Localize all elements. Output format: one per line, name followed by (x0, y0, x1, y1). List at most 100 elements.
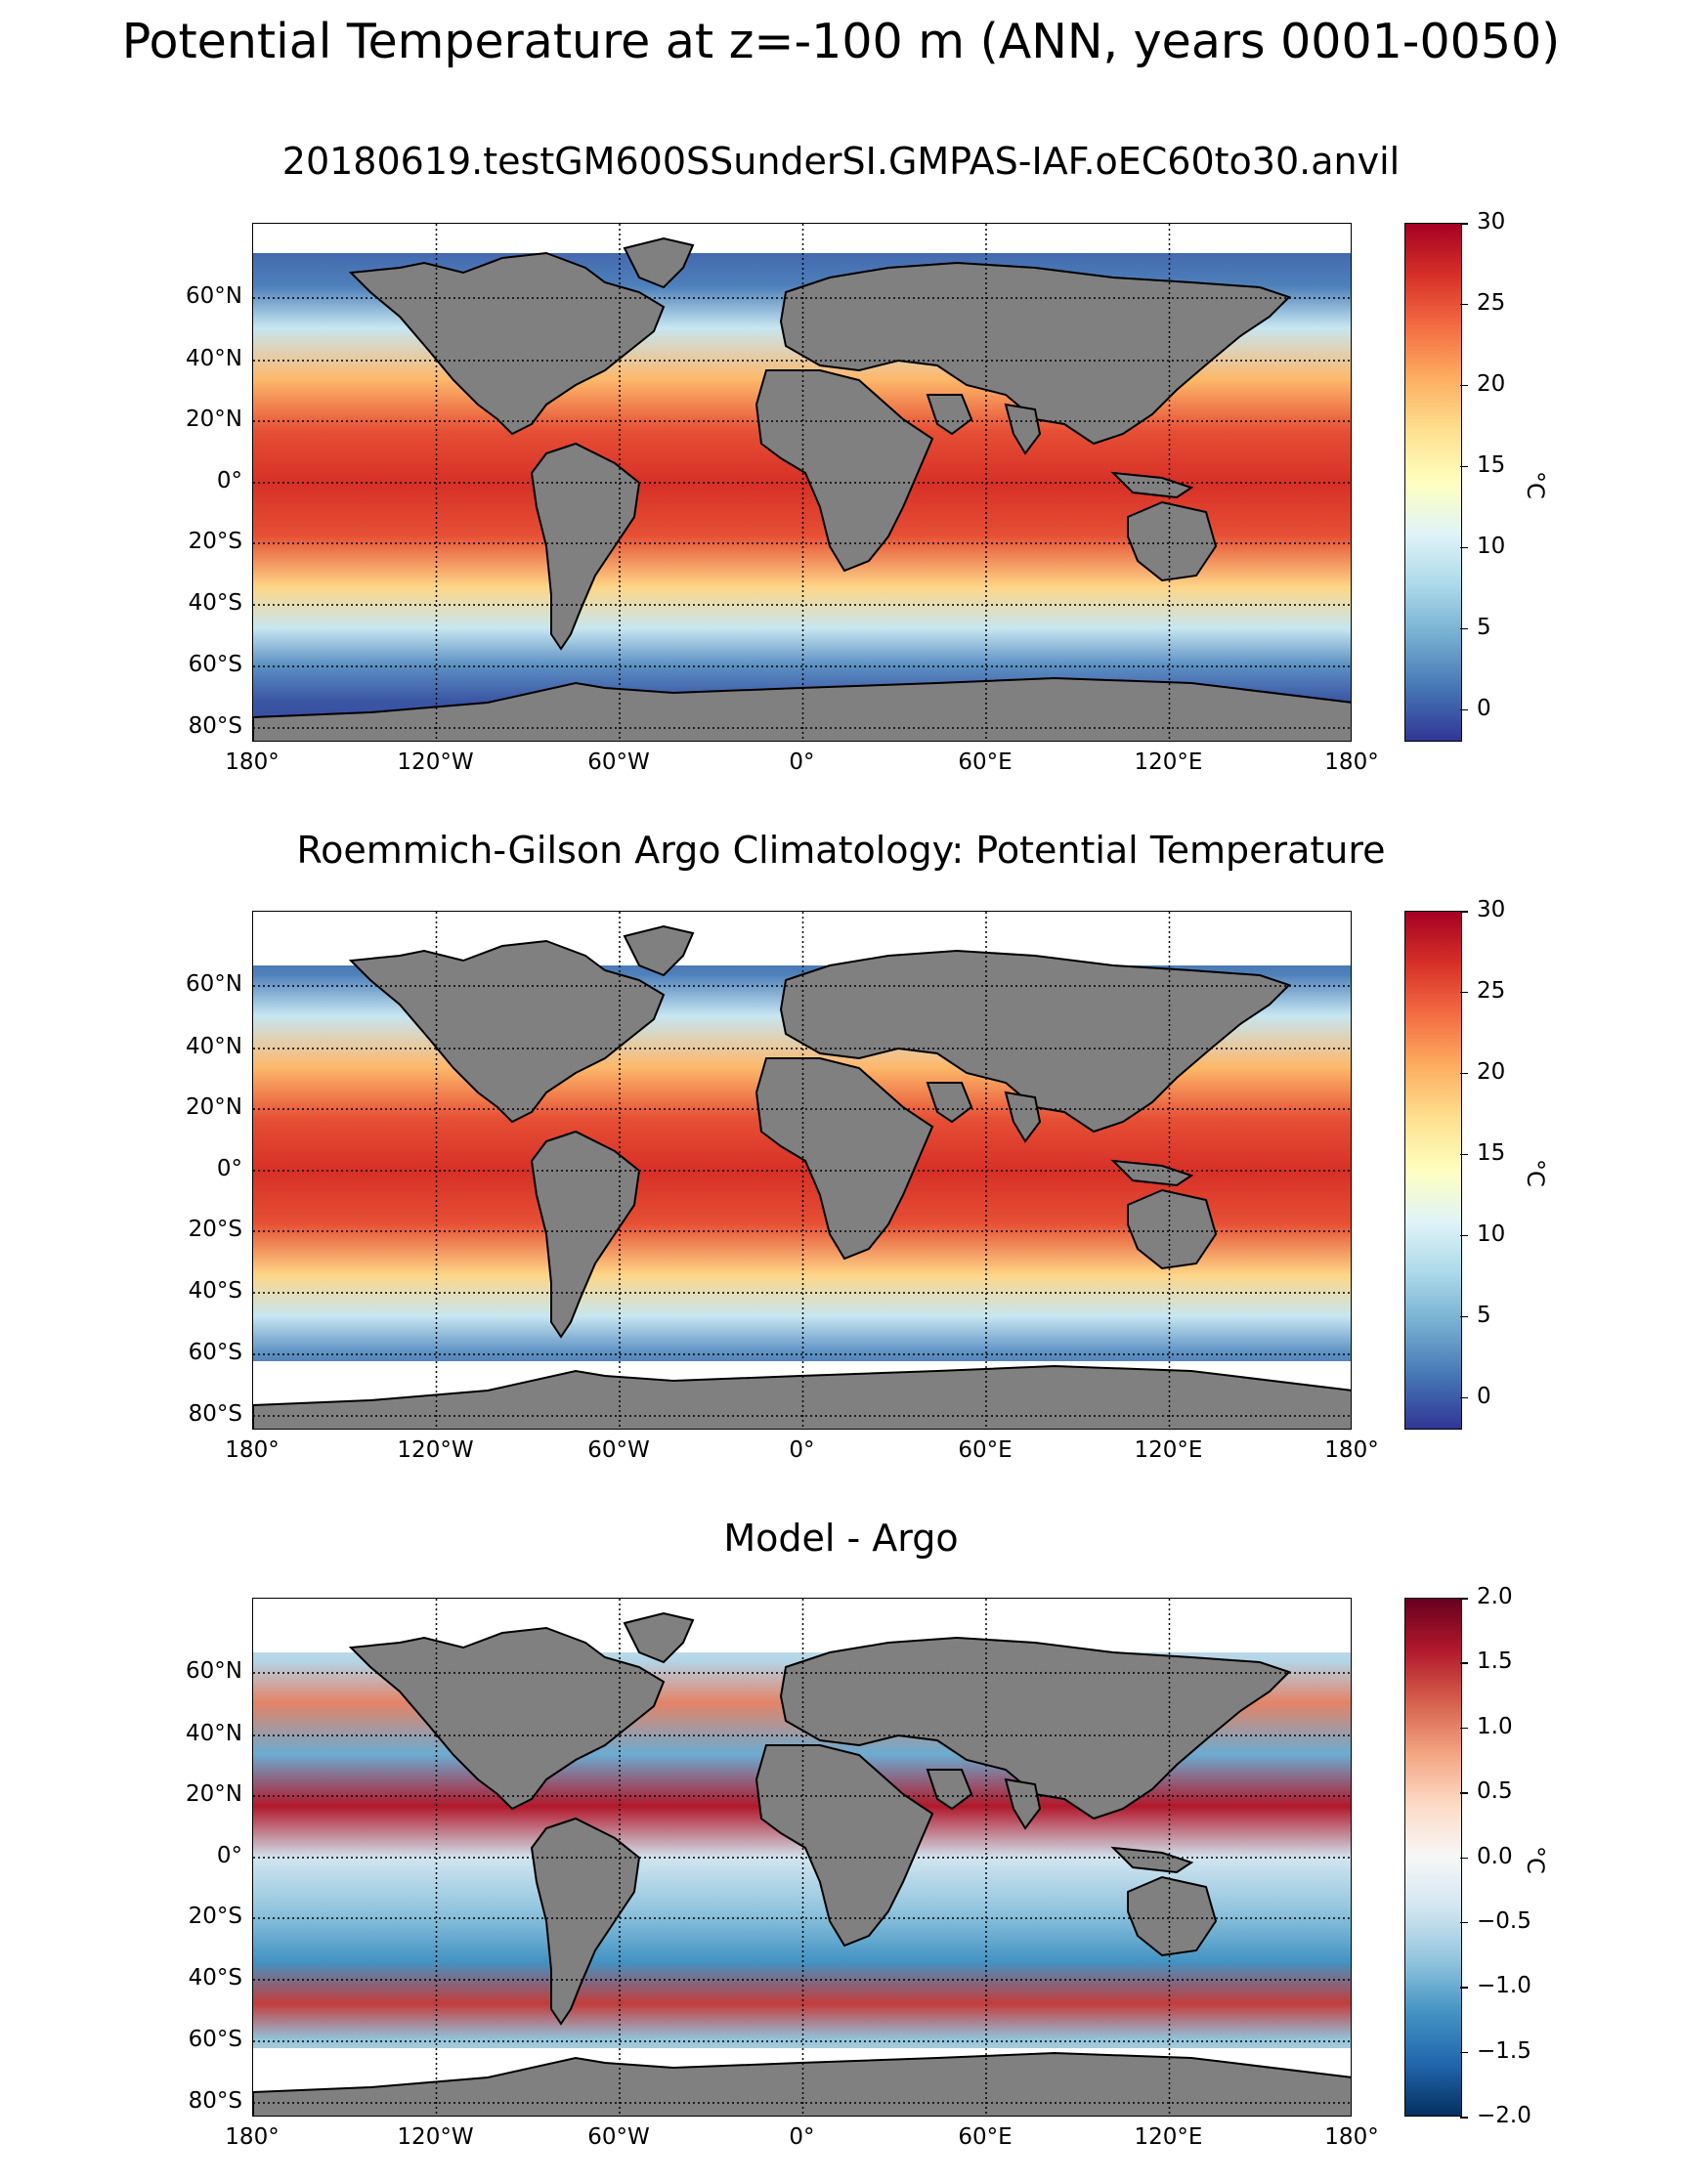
x-tick-label: 0° (789, 749, 815, 775)
y-tick-label: 60°N (186, 971, 242, 997)
colorbar-tick-label: 1.0 (1477, 1713, 1513, 1739)
colorbar-tick-label: 0.0 (1477, 1843, 1513, 1869)
colorbar-tick (1460, 1792, 1468, 1794)
colorbar-tick (1460, 546, 1468, 549)
colorbar (1404, 1598, 1462, 2117)
colorbar (1404, 223, 1462, 742)
colorbar-tick (1460, 1153, 1468, 1156)
colorbar-tick (1460, 1857, 1468, 1859)
panel-title: 20180619.testGM600SSunderSI.GMPAS-IAF.oE… (281, 140, 1401, 183)
colorbar-tick (1460, 708, 1468, 711)
colorbar-tick-label: 20 (1477, 1058, 1506, 1085)
x-tick-label: 120°E (1134, 2124, 1203, 2150)
x-tick-label: 180° (1324, 749, 1379, 775)
x-tick-label: 180° (225, 749, 280, 775)
x-tick-label: 120°W (397, 1437, 474, 1463)
y-tick-label: 80°S (188, 1401, 242, 1427)
colorbar-tick-label: 2.0 (1477, 1584, 1513, 1609)
y-tick-label: 60°S (188, 1340, 242, 1365)
colorbar-tick (1460, 384, 1468, 387)
x-tick-label: 120°E (1134, 749, 1203, 775)
panel-title: Roemmich-Gilson Argo Climatology: Potent… (296, 829, 1386, 872)
map-plot (252, 911, 1352, 1430)
colorbar-tick (1460, 1072, 1468, 1075)
y-tick-label: 20°S (188, 1904, 242, 1929)
colorbar-tick-label: 0 (1477, 695, 1491, 721)
x-tick-label: 60°E (958, 1437, 1013, 1463)
colorbar-tick (1460, 465, 1468, 468)
colorbar-tick-label: 0.5 (1477, 1778, 1513, 1805)
colorbar-tick-label: −2.0 (1477, 2103, 1531, 2128)
y-tick-label: 0° (216, 1843, 242, 1868)
colorbar-unit: °C (1522, 1845, 1549, 1874)
colorbar-unit: °C (1522, 1158, 1549, 1187)
colorbar-tick (1460, 2117, 1468, 2119)
x-tick-label: 180° (225, 2124, 280, 2150)
map-plot (252, 1598, 1352, 2117)
y-tick-label: 40°N (186, 1034, 242, 1059)
y-tick-label: 60°S (188, 652, 242, 677)
colorbar-tick (1460, 1662, 1468, 1664)
colorbar-tick-label: −1.5 (1477, 2037, 1531, 2064)
colorbar-tick (1460, 223, 1468, 225)
x-tick-label: 180° (1324, 1437, 1379, 1463)
colorbar-tick-label: −1.0 (1477, 1973, 1531, 1999)
map-plot (252, 223, 1352, 742)
y-tick-label: 40°S (188, 1278, 242, 1304)
colorbar-tick-label: 30 (1477, 897, 1506, 922)
y-tick-label: 80°S (188, 713, 242, 739)
colorbar (1404, 911, 1462, 1430)
y-tick-label: 40°S (188, 1965, 242, 1991)
colorbar-tick (1460, 627, 1468, 630)
colorbar-tick (1460, 911, 1468, 913)
y-tick-label: 20°N (186, 1094, 242, 1120)
colorbar-tick-label: 10 (1477, 533, 1506, 559)
panel-title: Model - Argo (723, 1517, 959, 1560)
colorbar-tick (1460, 1598, 1468, 1600)
y-tick-label: 80°S (188, 2088, 242, 2114)
x-tick-label: 60°E (958, 2124, 1013, 2150)
y-tick-label: 0° (216, 1156, 242, 1181)
colorbar-tick-label: 15 (1477, 451, 1506, 478)
colorbar-tick (1460, 2051, 1468, 2054)
x-tick-label: 0° (789, 2124, 815, 2150)
colorbar-tick (1460, 1315, 1468, 1318)
x-tick-label: 60°W (587, 749, 650, 775)
colorbar-tick-label: 1.5 (1477, 1649, 1513, 1675)
colorbar-tick-label: 5 (1477, 614, 1491, 640)
x-tick-label: 120°E (1134, 1437, 1203, 1463)
x-tick-label: 180° (225, 1437, 280, 1463)
colorbar-tick-label: −0.5 (1477, 1907, 1531, 1934)
y-tick-label: 20°S (188, 1217, 242, 1242)
y-tick-label: 0° (216, 468, 242, 493)
colorbar-unit: °C (1522, 470, 1549, 499)
colorbar-tick-label: 20 (1477, 370, 1506, 397)
colorbar-tick (1460, 1727, 1468, 1730)
y-tick-label: 40°N (186, 346, 242, 371)
figure-title: Potential Temperature at z=-100 m (ANN, … (121, 14, 1561, 69)
colorbar-tick-label: 0 (1477, 1383, 1491, 1409)
y-tick-label: 40°S (188, 590, 242, 616)
x-tick-label: 120°W (397, 2124, 474, 2150)
x-tick-label: 180° (1324, 2124, 1379, 2150)
colorbar-tick (1460, 1921, 1468, 1924)
colorbar-tick-label: 10 (1477, 1220, 1506, 1247)
colorbar-tick-label: 5 (1477, 1302, 1491, 1328)
y-tick-label: 40°N (186, 1721, 242, 1746)
x-tick-label: 60°W (587, 2124, 650, 2150)
colorbar-tick (1460, 991, 1468, 994)
colorbar-tick-label: 15 (1477, 1139, 1506, 1166)
colorbar-tick-label: 25 (1477, 977, 1506, 1004)
y-tick-label: 20°N (186, 407, 242, 432)
colorbar-tick-label: 30 (1477, 209, 1506, 235)
x-tick-label: 120°W (397, 749, 474, 775)
colorbar-tick (1460, 303, 1468, 306)
x-tick-label: 0° (789, 1437, 815, 1463)
y-tick-label: 20°N (186, 1781, 242, 1807)
colorbar-tick (1460, 1987, 1468, 1989)
y-tick-label: 60°S (188, 2027, 242, 2052)
x-tick-label: 60°E (958, 749, 1013, 775)
y-tick-label: 60°N (186, 283, 242, 309)
y-tick-label: 60°N (186, 1658, 242, 1684)
colorbar-tick (1460, 1396, 1468, 1399)
